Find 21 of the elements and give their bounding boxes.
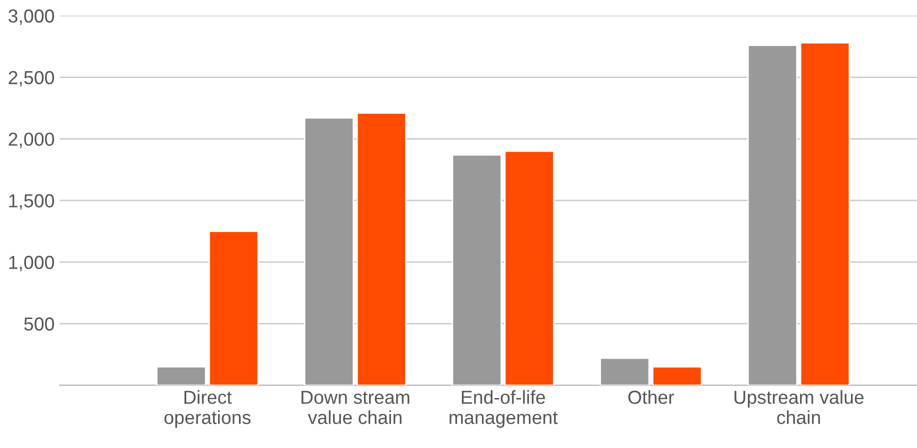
bar: [747, 44, 798, 386]
x-tick-label: Upstream value chain: [734, 390, 864, 424]
x-tick-label: Direct operations: [164, 390, 251, 428]
x-tick-label: Down stream value chain: [302, 390, 410, 424]
y-tick-label: 1,000: [9, 256, 54, 272]
y-tick-label: 3,000: [8, 9, 54, 25]
bar: [600, 357, 650, 386]
y-tick-label: 2,000: [8, 132, 54, 148]
bar: [208, 230, 259, 386]
bar: [800, 42, 850, 386]
x-tick-label: End-of-life management: [450, 390, 558, 428]
bar: [452, 154, 502, 386]
y-tick-label: 2,500: [8, 70, 54, 86]
y-tick-label: 500: [24, 317, 54, 331]
bar: [356, 112, 407, 386]
y-tick-label: 1,500: [9, 194, 54, 210]
bar: [304, 117, 354, 386]
bar: [156, 366, 206, 386]
bar: [504, 150, 554, 386]
x-tick-label: Other: [628, 390, 674, 404]
bar: [652, 366, 702, 386]
